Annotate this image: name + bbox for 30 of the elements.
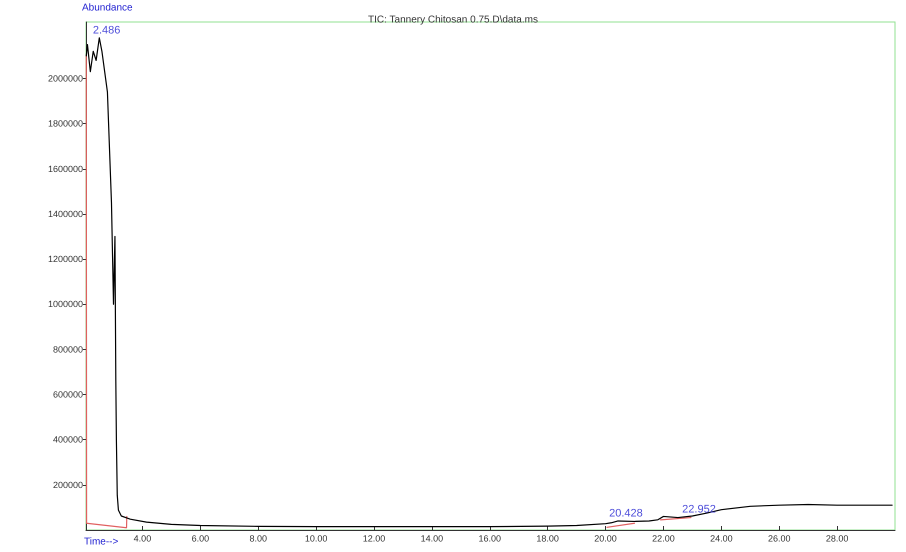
x-tick-label: 8.00 [249, 534, 267, 544]
x-tick-label: 26.00 [768, 534, 790, 544]
x-tick-label: 20.00 [594, 534, 617, 544]
y-tick-label: 800000 [52, 344, 83, 354]
annotation: 2.486 [92, 24, 120, 36]
x-axis-title: Time--> [84, 536, 119, 548]
x-tick-label: 12.00 [362, 534, 386, 544]
y-tick-label: 600000 [52, 390, 83, 400]
y-tick-label: 2000000 [48, 73, 83, 84]
y-tick-label: 200000 [52, 480, 83, 490]
x-tick-label: 18.00 [536, 534, 559, 544]
y-tick-label: 1400000 [48, 208, 83, 219]
x-tick-label: 16.00 [478, 534, 502, 544]
x-tick-label: 4.00 [134, 534, 152, 544]
y-tick-label: 1600000 [48, 164, 83, 174]
annotation: 22.952 [682, 504, 716, 516]
x-tick-label: 14.00 [420, 534, 444, 544]
chart-title: TIC: Tannery Chitosan 0.75.D\data.ms [368, 14, 538, 26]
y-tick-label: 1800000 [48, 118, 83, 129]
line-series [86, 37, 893, 528]
annotation: 20.428 [609, 507, 643, 520]
y-tick-label: 1000000 [48, 299, 83, 310]
x-tick-label: 24.00 [710, 534, 733, 544]
x-tick-label: 28.00 [826, 534, 848, 544]
x-tick-label: 10.00 [304, 534, 328, 544]
x-tick-label: 6.00 [192, 534, 210, 544]
y-tick-label: 400000 [52, 434, 83, 445]
x-tick-label: 22.00 [652, 534, 675, 544]
y-tick-label: 1200000 [48, 254, 83, 264]
y-axis-title: Abundance [82, 2, 134, 14]
